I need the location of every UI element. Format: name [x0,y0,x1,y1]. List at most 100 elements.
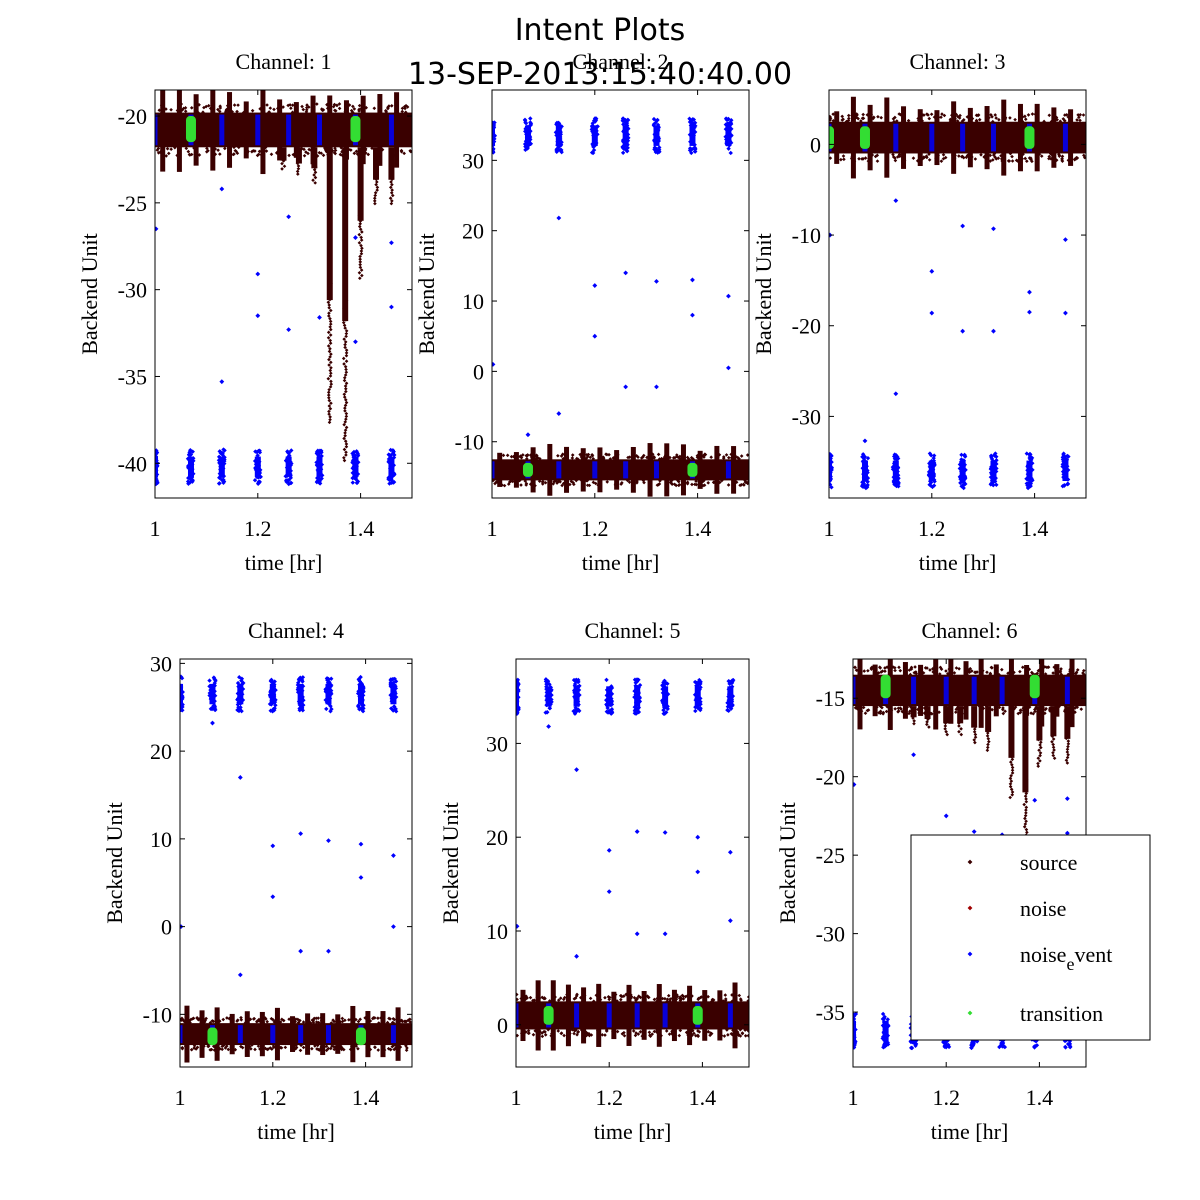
source-tail [910,706,917,718]
source-point [519,455,524,460]
source-point [329,360,333,365]
source-point [370,146,374,151]
source-point [306,105,311,109]
source-point [873,154,878,159]
source-point [991,119,995,124]
source-point [344,298,349,303]
source-point [605,452,609,457]
noise-event-point [882,1044,888,1049]
source-point [938,672,942,676]
legend-label: transition [1020,1001,1103,1026]
noise-event-point [928,483,934,488]
y-tick-label: -30 [816,922,845,947]
source-point [344,453,348,457]
source-point [328,322,333,326]
noise-event-point [1032,1044,1037,1050]
source-tail [326,147,333,301]
noise-event-point [895,456,901,461]
noise-event-point [623,143,628,149]
source-point [359,268,364,272]
source-point [974,118,979,123]
source-point [304,150,308,154]
source-point [627,480,632,484]
noise-event-point [318,477,323,482]
source-point [741,482,746,487]
source-point [329,382,334,386]
source-point [312,173,316,177]
source-point [1051,671,1055,675]
noise-event-point [358,875,364,880]
noise-event-point [270,680,276,686]
source-point [184,146,189,151]
source-point [328,374,333,378]
source-tail [1022,706,1029,793]
source-point [327,387,331,392]
source-point [925,722,929,727]
noise-event-point [296,680,301,685]
source-point [694,482,699,487]
source-point [366,152,371,157]
source-point [724,453,729,457]
legend-entry-transition: transition [967,1001,1103,1026]
noise-event-point [690,312,695,318]
noise-event-point [652,145,658,150]
source-point [328,406,333,411]
noise-event-cluster [882,1020,889,1042]
source-point [326,393,331,397]
source-point [287,1017,291,1022]
source-point [1064,758,1069,763]
source-point [543,996,547,1001]
x-axis-label: time [hr] [594,1119,672,1144]
source-point [974,113,979,118]
noise-event-point [235,680,241,686]
x-tick-label: 1.4 [347,516,375,541]
noise-event-point [961,458,967,463]
source-point [601,455,605,460]
source-point [1003,709,1007,714]
x-tick-label: 1.2 [244,516,272,541]
noise-event-point [634,931,640,937]
noise-event-point [254,449,260,455]
source-point [912,719,916,723]
series-noise-event [829,123,1071,491]
source-point [156,146,161,151]
source-point [164,154,169,158]
source-point [535,456,540,460]
source-point [1008,782,1013,786]
source-point [324,149,329,154]
source-point [331,1018,335,1022]
source-point [972,738,977,742]
source-point [722,1034,727,1038]
source-spike [350,1005,356,1063]
source-spike [547,443,553,496]
source-point [408,1020,412,1024]
source-point [343,398,348,402]
noise-event-point [655,117,660,123]
source-point [321,153,326,158]
noise-event-cluster [352,456,359,477]
y-axis-label: Backend Unit [438,802,463,924]
source-point [272,107,276,112]
source-point [641,478,646,483]
source-point [1072,157,1077,162]
source-point [324,1044,329,1049]
source-spike [320,1013,326,1056]
source-point [343,403,348,408]
noise-event-band-marker [237,1025,243,1044]
source-point [708,1031,713,1035]
source-point [1081,671,1085,675]
source-point [359,208,363,212]
source-point [374,177,378,182]
source-spike [717,990,723,1041]
source-point [344,444,349,449]
source-spike [580,448,586,492]
source-point [313,170,318,175]
source-point [664,1029,669,1033]
source-point [607,452,611,457]
source-point [588,455,593,460]
source-point [328,308,333,313]
source-point [729,1031,734,1036]
source-point [604,1029,609,1033]
source-point [829,115,832,120]
source-point [351,104,355,109]
